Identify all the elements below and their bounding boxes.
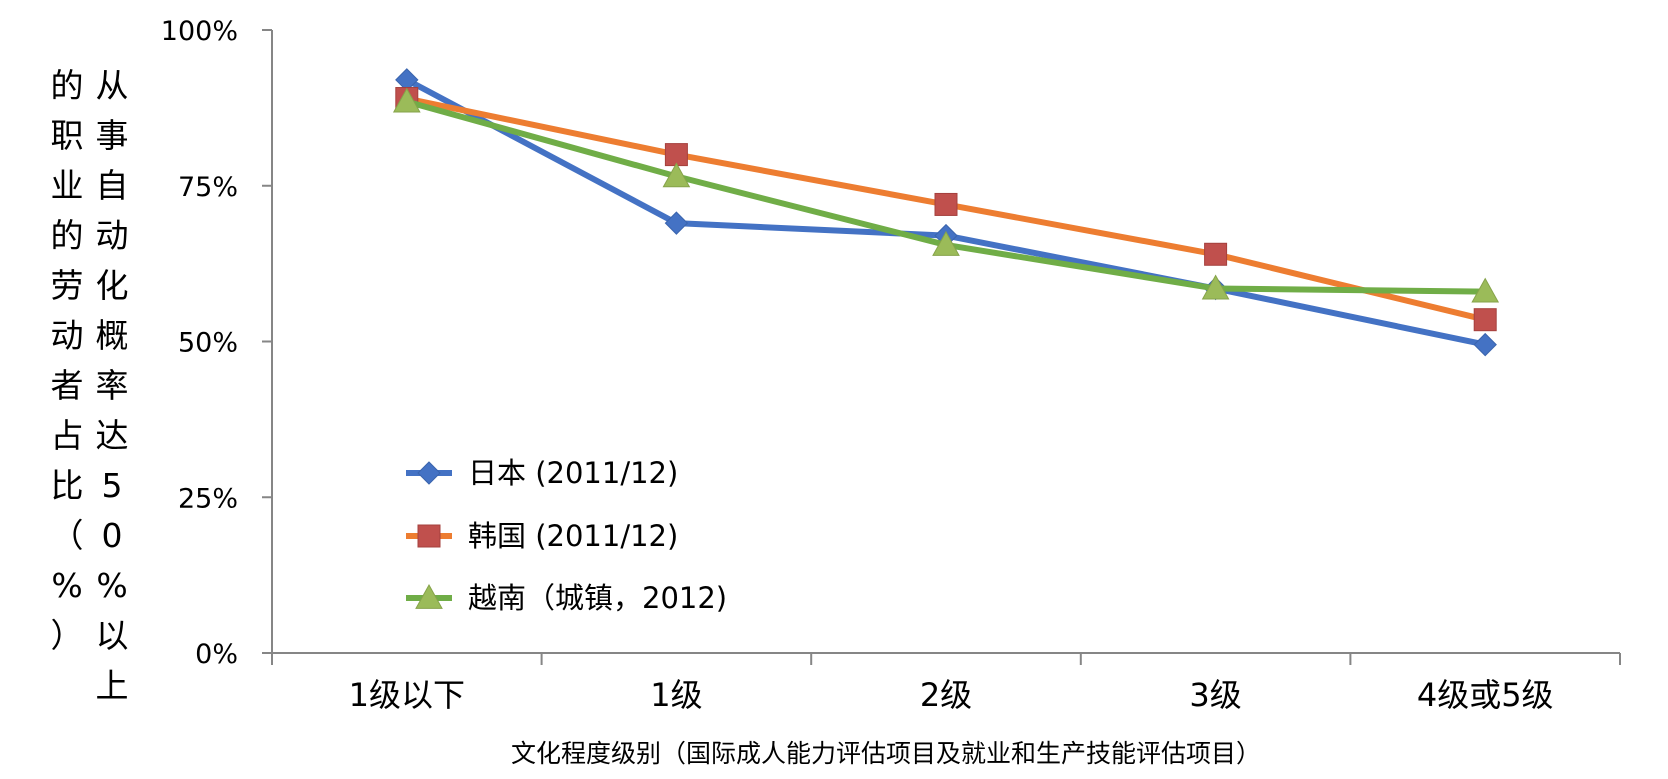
y-tick-label: 0%: [195, 639, 238, 670]
y-label-char: 占: [51, 416, 84, 455]
data-point: [1204, 242, 1228, 266]
y-label-char: 的: [51, 216, 84, 255]
series-group: [392, 68, 1500, 357]
data-point: [664, 143, 688, 167]
y-label-char: 0: [102, 516, 123, 555]
legend-marker: [417, 461, 441, 485]
y-label-char: 职: [51, 116, 84, 155]
y-label-char: 达: [96, 416, 129, 455]
y-label-char: 动: [51, 316, 84, 355]
series-1: [395, 87, 1497, 332]
data-point: [662, 162, 691, 188]
y-label-char: 者: [51, 366, 84, 405]
x-tick-label: 1级以下: [349, 676, 465, 714]
y-label-char: %: [96, 566, 127, 605]
data-point: [1473, 308, 1497, 332]
y-label-char: 比: [51, 466, 84, 505]
data-point: [392, 87, 421, 113]
x-tick-label: 2级: [920, 676, 972, 714]
y-label-char: %: [51, 566, 82, 605]
y-label-char: （: [51, 516, 84, 555]
data-point: [664, 211, 689, 235]
series-2: [392, 87, 1500, 303]
legend: 日本 (2011/12) 韩国 (2011/12) 越南（城镇，2012): [406, 456, 727, 615]
data-point: [1473, 332, 1497, 357]
y-label-char: 业: [51, 166, 84, 205]
y-label-char: 的: [51, 66, 84, 105]
legend-marker: [417, 524, 441, 548]
x-tick-label: 3级: [1189, 676, 1241, 714]
data-point: [1471, 277, 1500, 303]
legend-entry: 韩国 (2011/12): [468, 519, 678, 553]
legend-marker: [415, 583, 443, 609]
axes: [271, 30, 1620, 654]
y-label-char: 化: [96, 266, 129, 305]
y-label-char: 5: [102, 466, 123, 505]
y-tick-label: 25%: [178, 483, 238, 514]
data-point: [1201, 274, 1230, 300]
y-ticks: 0% 25% 50% 75% 100%: [161, 16, 272, 670]
y-label-char: 动: [96, 216, 129, 255]
y-label-char: 以: [96, 616, 129, 655]
y-tick-label: 50%: [178, 328, 238, 359]
y-axis-label-column: 的职业的劳动者占比（%）: [51, 66, 84, 655]
data-point: [934, 192, 958, 216]
x-axis-label: 文化程度级别（国际成人能力评估项目及就业和生产技能评估项目）: [511, 739, 1261, 768]
x-tick-label: 4级或5级: [1417, 676, 1554, 714]
y-label-char: 上: [96, 666, 129, 705]
x-ticks: 1级以下 1级 2级 3级 4级或5级: [271, 653, 1621, 714]
y-tick-label: 75%: [178, 172, 238, 203]
x-tick-label: 1级: [650, 676, 702, 714]
y-label-char: 劳: [51, 266, 84, 305]
y-label-char: 事: [96, 116, 129, 155]
legend-entry: 越南（城镇，2012): [468, 581, 727, 615]
y-tick-label: 100%: [161, 16, 238, 47]
legend-entry: 日本 (2011/12): [468, 456, 678, 490]
y-label-char: 从: [96, 66, 129, 105]
y-axis-label-column: 从事自动化概率达 5 0 % 以上: [96, 66, 129, 705]
y-label-char: 率: [96, 366, 129, 405]
y-label-char: 自: [96, 166, 129, 205]
y-label-char: ）: [51, 616, 84, 655]
y-label-char: 概: [96, 316, 129, 355]
data-point: [932, 230, 960, 256]
